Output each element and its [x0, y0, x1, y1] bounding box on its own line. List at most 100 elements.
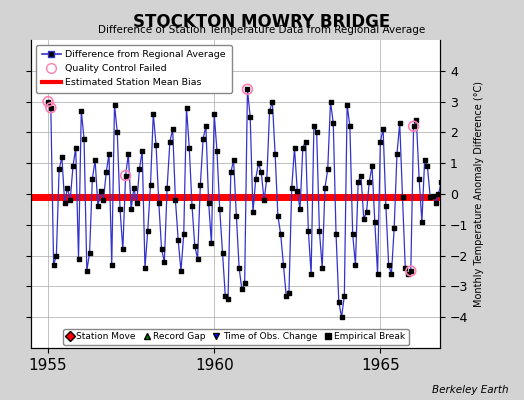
Point — [268, 98, 277, 105]
Point — [122, 172, 130, 179]
Point — [238, 286, 246, 293]
Point — [77, 108, 85, 114]
Point — [354, 178, 363, 185]
Point — [94, 203, 102, 210]
Point — [429, 192, 437, 199]
Point — [72, 145, 80, 151]
Point — [169, 126, 177, 132]
Point — [409, 123, 418, 130]
Point — [47, 104, 55, 111]
Point — [219, 249, 227, 256]
Point — [58, 154, 66, 160]
Point — [232, 212, 241, 219]
Point — [141, 265, 149, 271]
Point — [118, 246, 127, 253]
Point — [418, 218, 426, 225]
Point — [157, 246, 166, 253]
Point — [357, 172, 365, 179]
Point — [149, 111, 158, 117]
Point — [204, 200, 213, 206]
Point — [374, 271, 382, 277]
Point — [102, 169, 111, 176]
Point — [393, 151, 401, 157]
Point — [133, 200, 141, 206]
Point — [368, 163, 376, 170]
Point — [318, 265, 326, 271]
Point — [379, 126, 387, 132]
Point — [432, 200, 440, 206]
Point — [47, 104, 55, 111]
Point — [44, 98, 52, 105]
Point — [293, 188, 301, 194]
Point — [359, 216, 368, 222]
Point — [249, 209, 257, 216]
Point — [329, 120, 337, 126]
Point — [385, 262, 393, 268]
Point — [412, 117, 421, 123]
Point — [404, 271, 412, 277]
Point — [130, 185, 138, 191]
Point — [55, 166, 63, 172]
Point — [415, 175, 423, 182]
Point — [263, 175, 271, 182]
Point — [390, 225, 398, 231]
Point — [381, 203, 390, 210]
Point — [235, 265, 243, 271]
Point — [409, 123, 418, 130]
Point — [296, 206, 304, 213]
Point — [346, 123, 354, 130]
Point — [271, 151, 279, 157]
Point — [321, 185, 329, 191]
Point — [434, 191, 443, 197]
Point — [279, 262, 288, 268]
Point — [155, 200, 163, 206]
Point — [60, 200, 69, 206]
Point — [180, 231, 188, 237]
Point — [191, 243, 199, 250]
Point — [66, 197, 74, 203]
Point — [362, 209, 370, 216]
Point — [122, 172, 130, 179]
Point — [213, 148, 221, 154]
Point — [343, 102, 351, 108]
Point — [96, 188, 105, 194]
Text: STOCKTON MOWRY BRIDGE: STOCKTON MOWRY BRIDGE — [134, 13, 390, 31]
Point — [116, 206, 124, 213]
Point — [83, 268, 91, 274]
Point — [80, 135, 88, 142]
Point — [426, 194, 434, 200]
Point — [182, 104, 191, 111]
Point — [224, 296, 232, 302]
Point — [152, 142, 160, 148]
Point — [340, 292, 348, 299]
Point — [376, 138, 385, 145]
Point — [285, 289, 293, 296]
Point — [188, 203, 196, 210]
Point — [185, 145, 193, 151]
Point — [199, 135, 208, 142]
Point — [171, 197, 180, 203]
Point — [282, 292, 290, 299]
Legend: Station Move, Record Gap, Time of Obs. Change, Empirical Break: Station Move, Record Gap, Time of Obs. C… — [63, 329, 409, 345]
Point — [69, 163, 77, 170]
Point — [407, 268, 415, 274]
Point — [160, 258, 169, 265]
Point — [74, 256, 83, 262]
Point — [315, 228, 324, 234]
Point — [288, 185, 296, 191]
Point — [99, 197, 107, 203]
Point — [348, 231, 357, 237]
Point — [113, 129, 122, 136]
Point — [202, 123, 210, 130]
Point — [307, 271, 315, 277]
Point — [127, 206, 135, 213]
Point — [49, 262, 58, 268]
Point — [257, 169, 266, 176]
Point — [335, 298, 343, 305]
Point — [241, 280, 249, 286]
Point — [215, 206, 224, 213]
Point — [146, 182, 155, 188]
Point — [221, 292, 230, 299]
Point — [243, 86, 252, 92]
Point — [254, 160, 263, 166]
